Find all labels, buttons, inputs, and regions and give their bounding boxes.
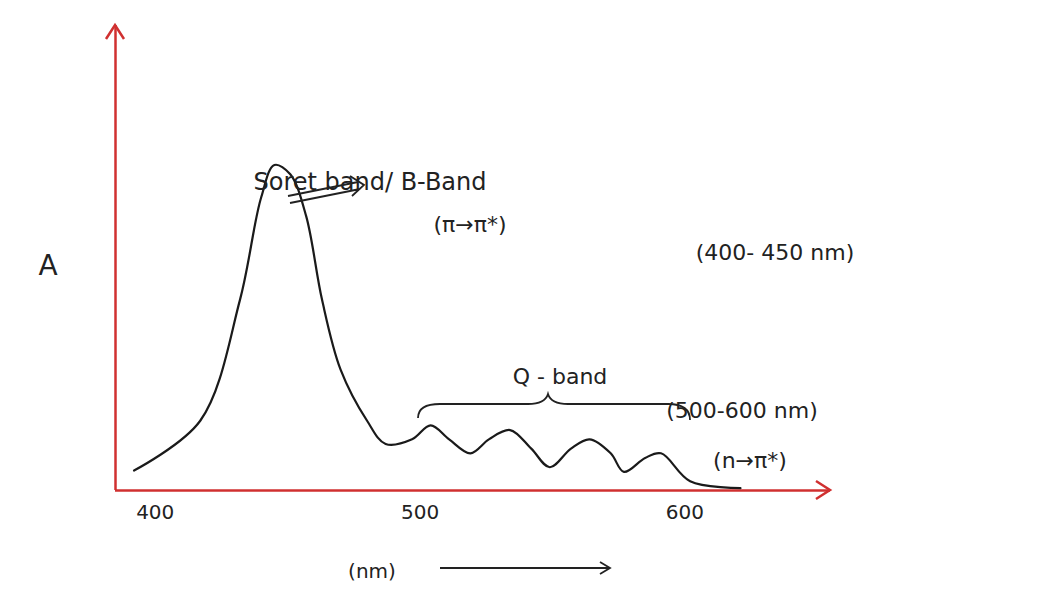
svg-text:Soret band/ B-Band: Soret band/ B-Band (253, 168, 486, 196)
svg-text:500: 500 (401, 500, 439, 524)
svg-text:(nm): (nm) (348, 559, 396, 583)
svg-text:(n→π*): (n→π*) (713, 448, 787, 473)
svg-text:(π→π*): (π→π*) (433, 212, 506, 237)
svg-text:(400- 450 nm): (400- 450 nm) (696, 240, 854, 265)
svg-text:A: A (38, 249, 57, 282)
svg-text:Q - band: Q - band (513, 364, 608, 389)
svg-text:600: 600 (666, 500, 704, 524)
svg-text:(500-600 nm): (500-600 nm) (666, 398, 817, 423)
svg-text:400: 400 (136, 500, 174, 524)
